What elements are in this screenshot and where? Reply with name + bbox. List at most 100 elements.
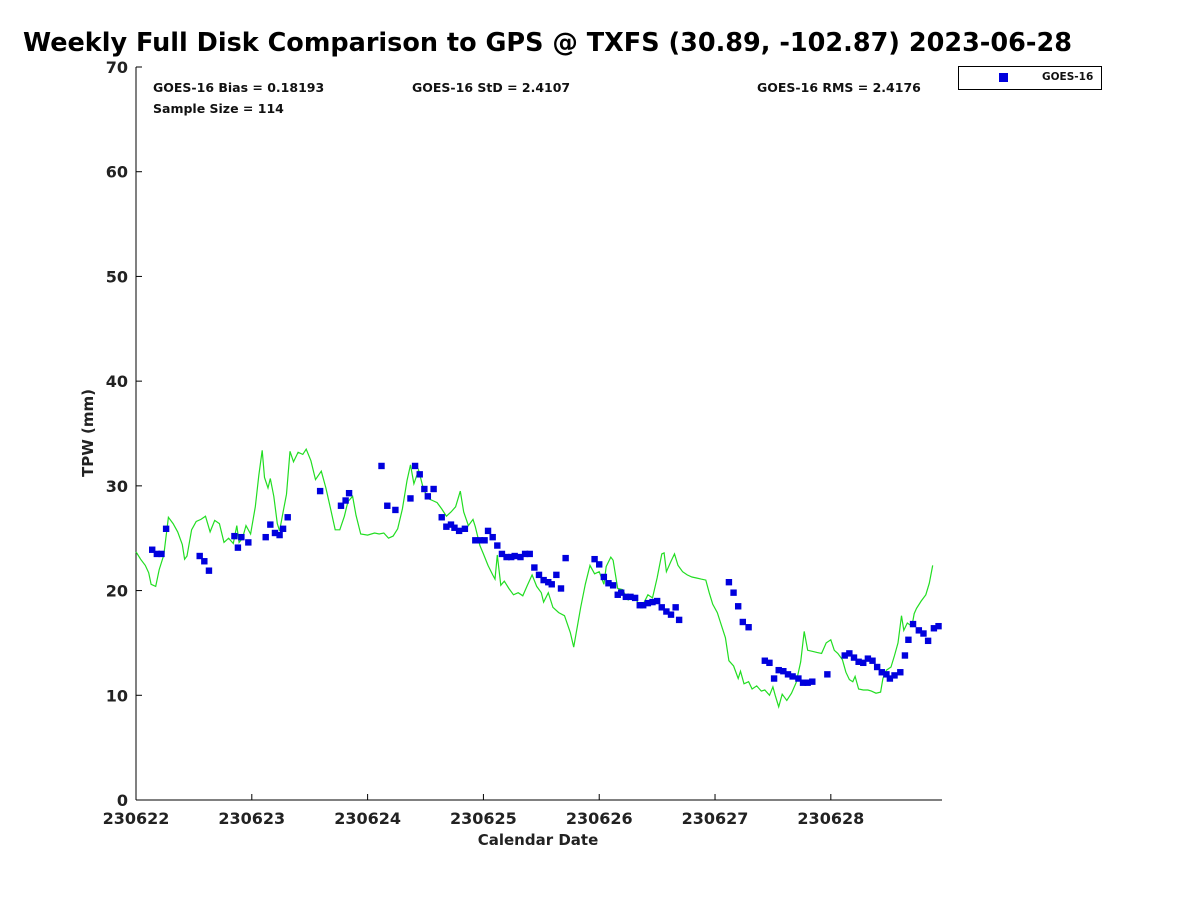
y-tick-label: 0 [117, 791, 128, 810]
goes-data-point [245, 539, 252, 546]
y-tick-label: 30 [106, 477, 128, 496]
goes-data-point [489, 533, 496, 541]
goes-data-point [149, 546, 156, 553]
goes-data-point [636, 602, 643, 609]
goes-data-point [864, 655, 872, 662]
goes-data-point [891, 672, 898, 679]
goes-data-point [614, 591, 621, 598]
y-tick-label: 10 [106, 686, 128, 705]
goes-data-point [279, 525, 287, 532]
tick-marks: 0 10 20 30 40 50 60 70 230622 230623 230624 230625 2… [103, 58, 865, 828]
goes-data-point [342, 497, 349, 504]
goes-data-point [526, 550, 533, 558]
goes-data-point [640, 602, 647, 609]
x-tick-label: 230628 [797, 809, 864, 828]
goes-data-point [915, 627, 923, 634]
goes-data-point [745, 624, 752, 631]
goes-data-point [271, 529, 279, 537]
goes-data-point [649, 598, 656, 606]
goes-data-point [841, 652, 848, 659]
x-tick-label: 230624 [334, 809, 401, 828]
goes-data-point [384, 502, 391, 509]
goes-data-point [658, 604, 665, 611]
goes-data-point [935, 622, 942, 630]
legend: GOES-16 [958, 66, 1102, 90]
goes-data-point [761, 657, 769, 664]
goes-data-point [511, 552, 518, 560]
goes-data-point [378, 462, 385, 470]
goes-data-point [503, 553, 510, 561]
axes [135, 67, 942, 801]
goes-data-point [930, 625, 938, 632]
goes-data-point [484, 527, 492, 535]
goes-data-point [411, 462, 419, 470]
goes-data-point [789, 673, 796, 680]
x-tick-label: 230627 [682, 809, 749, 828]
goes-data-point [284, 514, 291, 521]
y-tick-label: 20 [106, 582, 128, 601]
goes-data-point [494, 542, 501, 549]
goes-data-point [873, 663, 881, 671]
goes-data-point [201, 558, 208, 565]
goes-data-point [653, 597, 661, 605]
goes-data-point [345, 489, 353, 497]
goes-data-point [508, 553, 515, 561]
goes-data-point [231, 532, 238, 540]
goes-data-point [153, 550, 161, 558]
goes-data-point [421, 485, 428, 493]
goes-data-point [316, 487, 324, 495]
legend-marker-goes [999, 73, 1008, 82]
goes-data-point [205, 567, 213, 574]
bias-stat: GOES-16 Bias = 0.18193 [153, 80, 325, 95]
goes-data-point [663, 608, 670, 615]
goes-data-point [591, 555, 598, 563]
y-tick-label: 40 [106, 372, 128, 391]
goes-data-point [869, 657, 876, 664]
goes-data-point [424, 493, 432, 500]
goes-data-point [804, 679, 811, 686]
goes-data-point [734, 603, 742, 610]
goes-data-point [605, 580, 612, 587]
y-axis-label: TPW (mm) [79, 389, 97, 477]
goes-data-point [725, 578, 733, 586]
goes-data-point [883, 671, 890, 678]
goes-data-point [498, 550, 506, 558]
goes-data-point [920, 630, 927, 637]
goes-data-point [924, 637, 932, 645]
goes-data-point [438, 514, 445, 521]
goes-data-point [262, 533, 269, 541]
goes-data-point [596, 561, 603, 568]
goes-data-point [267, 521, 274, 528]
goes-data-point [553, 571, 560, 579]
goes-data-point [238, 533, 245, 541]
y-tick-label: 60 [106, 163, 128, 182]
std-stat: GOES-16 StD = 2.4107 [412, 80, 571, 95]
goes-data-point [545, 578, 552, 586]
goes-data-point [521, 550, 529, 558]
x-tick-label: 230625 [450, 809, 517, 828]
goes-data-point [618, 589, 625, 596]
goes-data-point [878, 669, 885, 676]
goes-data-point [276, 531, 283, 539]
goes-data-point [337, 502, 345, 509]
legend-label-goes: GOES-16 [1042, 71, 1094, 83]
goes-data-point [557, 585, 565, 592]
goes-data-point [443, 523, 450, 530]
goes-data-point [886, 675, 894, 682]
goes-data-point [476, 537, 484, 544]
goes-data-point [461, 525, 469, 532]
goes-data-point [846, 650, 853, 657]
gps-line-layer [135, 447, 934, 709]
goes-data-point [644, 599, 652, 607]
sample-size-stat: Sample Size = 114 [153, 101, 284, 116]
goes-data-point [799, 679, 807, 686]
goes-data-point [780, 668, 787, 675]
rms-stat: GOES-16 RMS = 2.4176 [757, 80, 921, 95]
goes-data-point [158, 550, 165, 558]
goes-points-layer [149, 462, 942, 686]
goes-data-point [897, 669, 904, 676]
goes-data-point [667, 611, 675, 618]
chart-title: Weekly Full Disk Comparison to GPS @ TXF… [23, 28, 1072, 58]
goes-data-point [531, 564, 538, 571]
